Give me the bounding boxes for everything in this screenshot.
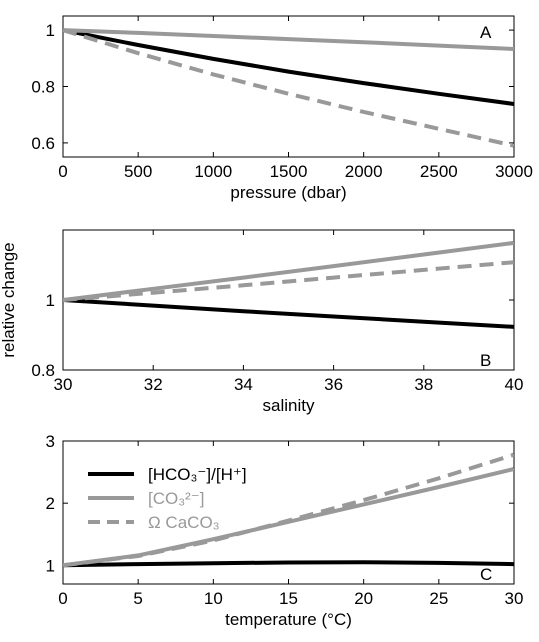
series-line-hco3_h xyxy=(63,560,514,568)
y-tick-label: 2 xyxy=(46,494,55,513)
y-tick-label: 1 xyxy=(46,556,55,575)
x-axis-label: salinity xyxy=(263,396,315,415)
series-line-hco3_h xyxy=(63,28,514,106)
chart-panel-b: 30 32 34 36 38 40 0.8 1 salinity relative change B xyxy=(0,229,524,415)
x-tick-label: 40 xyxy=(505,375,524,394)
x-axis-label: temperature (°C) xyxy=(225,610,352,629)
y-tick-label: 3 xyxy=(46,432,55,451)
x-tick-label: 38 xyxy=(414,375,433,394)
series-line-omega xyxy=(63,28,514,148)
y-tick-label: 0.8 xyxy=(31,78,55,97)
x-tick-label: 25 xyxy=(429,589,448,608)
panel-letter: C xyxy=(480,565,492,584)
x-tick-label: 0 xyxy=(58,589,67,608)
x-tick-label: 500 xyxy=(124,162,152,181)
x-tick-label: 2000 xyxy=(345,162,383,181)
x-tick-label: 15 xyxy=(279,589,298,608)
x-tick-label: 3000 xyxy=(495,162,533,181)
x-tick-label: 30 xyxy=(505,589,524,608)
y-tick-label: 0.8 xyxy=(31,361,55,380)
y-axis-label: relative change xyxy=(0,242,18,357)
series-line-omega xyxy=(63,260,514,302)
series-line-omega xyxy=(63,452,514,568)
legend-label-hco3_h: [HCO₃⁻]/[H⁺] xyxy=(148,465,247,484)
chart-panel-c: 0 5 10 15 20 25 30 1 2 3 temperature (°C) C [HCO₃⁻]/… xyxy=(46,432,524,629)
series-line-co3 xyxy=(63,28,514,51)
series-line-hco3_h xyxy=(63,298,514,329)
legend: [HCO₃⁻]/[H⁺] [CO₃²⁻] Ω CaCO₃ xyxy=(88,465,247,532)
x-axis-label: pressure (dbar) xyxy=(230,183,346,202)
x-tick-label: 1500 xyxy=(270,162,308,181)
series-line-co3 xyxy=(63,467,514,568)
x-tick-label: 34 xyxy=(234,375,253,394)
panel-letter: B xyxy=(480,351,491,370)
x-tick-label: 10 xyxy=(204,589,223,608)
y-tick-label: 1 xyxy=(46,291,55,310)
y-tick-label: 0.6 xyxy=(31,134,55,153)
x-tick-label: 5 xyxy=(133,589,142,608)
legend-label-omega: Ω CaCO₃ xyxy=(148,513,220,532)
x-tick-label: 0 xyxy=(58,162,67,181)
chart-panel-a: 0 500 1000 1500 2000 2500 3000 0.6 0.8 1 pressure … xyxy=(31,15,533,202)
x-tick-label: 20 xyxy=(354,589,373,608)
series-line-co3 xyxy=(63,240,514,302)
x-tick-label: 1000 xyxy=(194,162,232,181)
x-tick-label: 36 xyxy=(324,375,343,394)
panel-letter: A xyxy=(480,23,492,42)
legend-label-co3: [CO₃²⁻] xyxy=(148,489,205,508)
x-tick-label: 30 xyxy=(54,375,73,394)
x-tick-label: 32 xyxy=(144,375,163,394)
y-tick-label: 1 xyxy=(46,21,55,40)
x-tick-label: 2500 xyxy=(420,162,458,181)
